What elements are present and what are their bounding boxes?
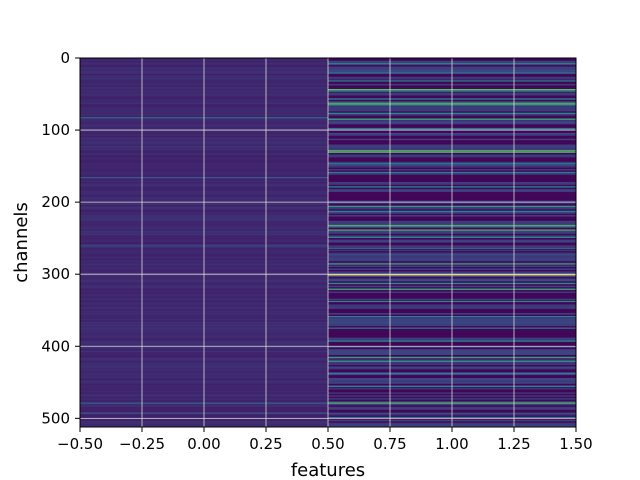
x-axis-label: features bbox=[291, 460, 365, 480]
x-tick-label: −0.50 bbox=[57, 435, 103, 453]
x-tick-label: −0.25 bbox=[119, 435, 165, 453]
x-tick-label: 0.50 bbox=[311, 435, 344, 453]
y-tick-label: 400 bbox=[41, 337, 70, 355]
y-tick-label: 500 bbox=[41, 409, 70, 427]
x-tick-label: 1.25 bbox=[497, 435, 530, 453]
y-axis-label: channels bbox=[11, 202, 32, 283]
x-axis-ticks: −0.50 −0.25 0.00 0.25 0.50 0.75 1.00 1.25 1.50 bbox=[57, 427, 593, 453]
y-tick-label: 0 bbox=[60, 49, 70, 67]
y-axis-ticks: 0 100 200 300 400 500 bbox=[41, 49, 80, 427]
x-tick-label: 0.00 bbox=[187, 435, 220, 453]
y-tick-label: 300 bbox=[41, 265, 70, 283]
y-tick-label: 100 bbox=[41, 121, 70, 139]
x-tick-label: 1.50 bbox=[559, 435, 592, 453]
y-tick-label: 200 bbox=[41, 193, 70, 211]
x-tick-label: 0.25 bbox=[249, 435, 282, 453]
x-tick-label: 1.00 bbox=[435, 435, 468, 453]
x-tick-label: 0.75 bbox=[373, 435, 406, 453]
